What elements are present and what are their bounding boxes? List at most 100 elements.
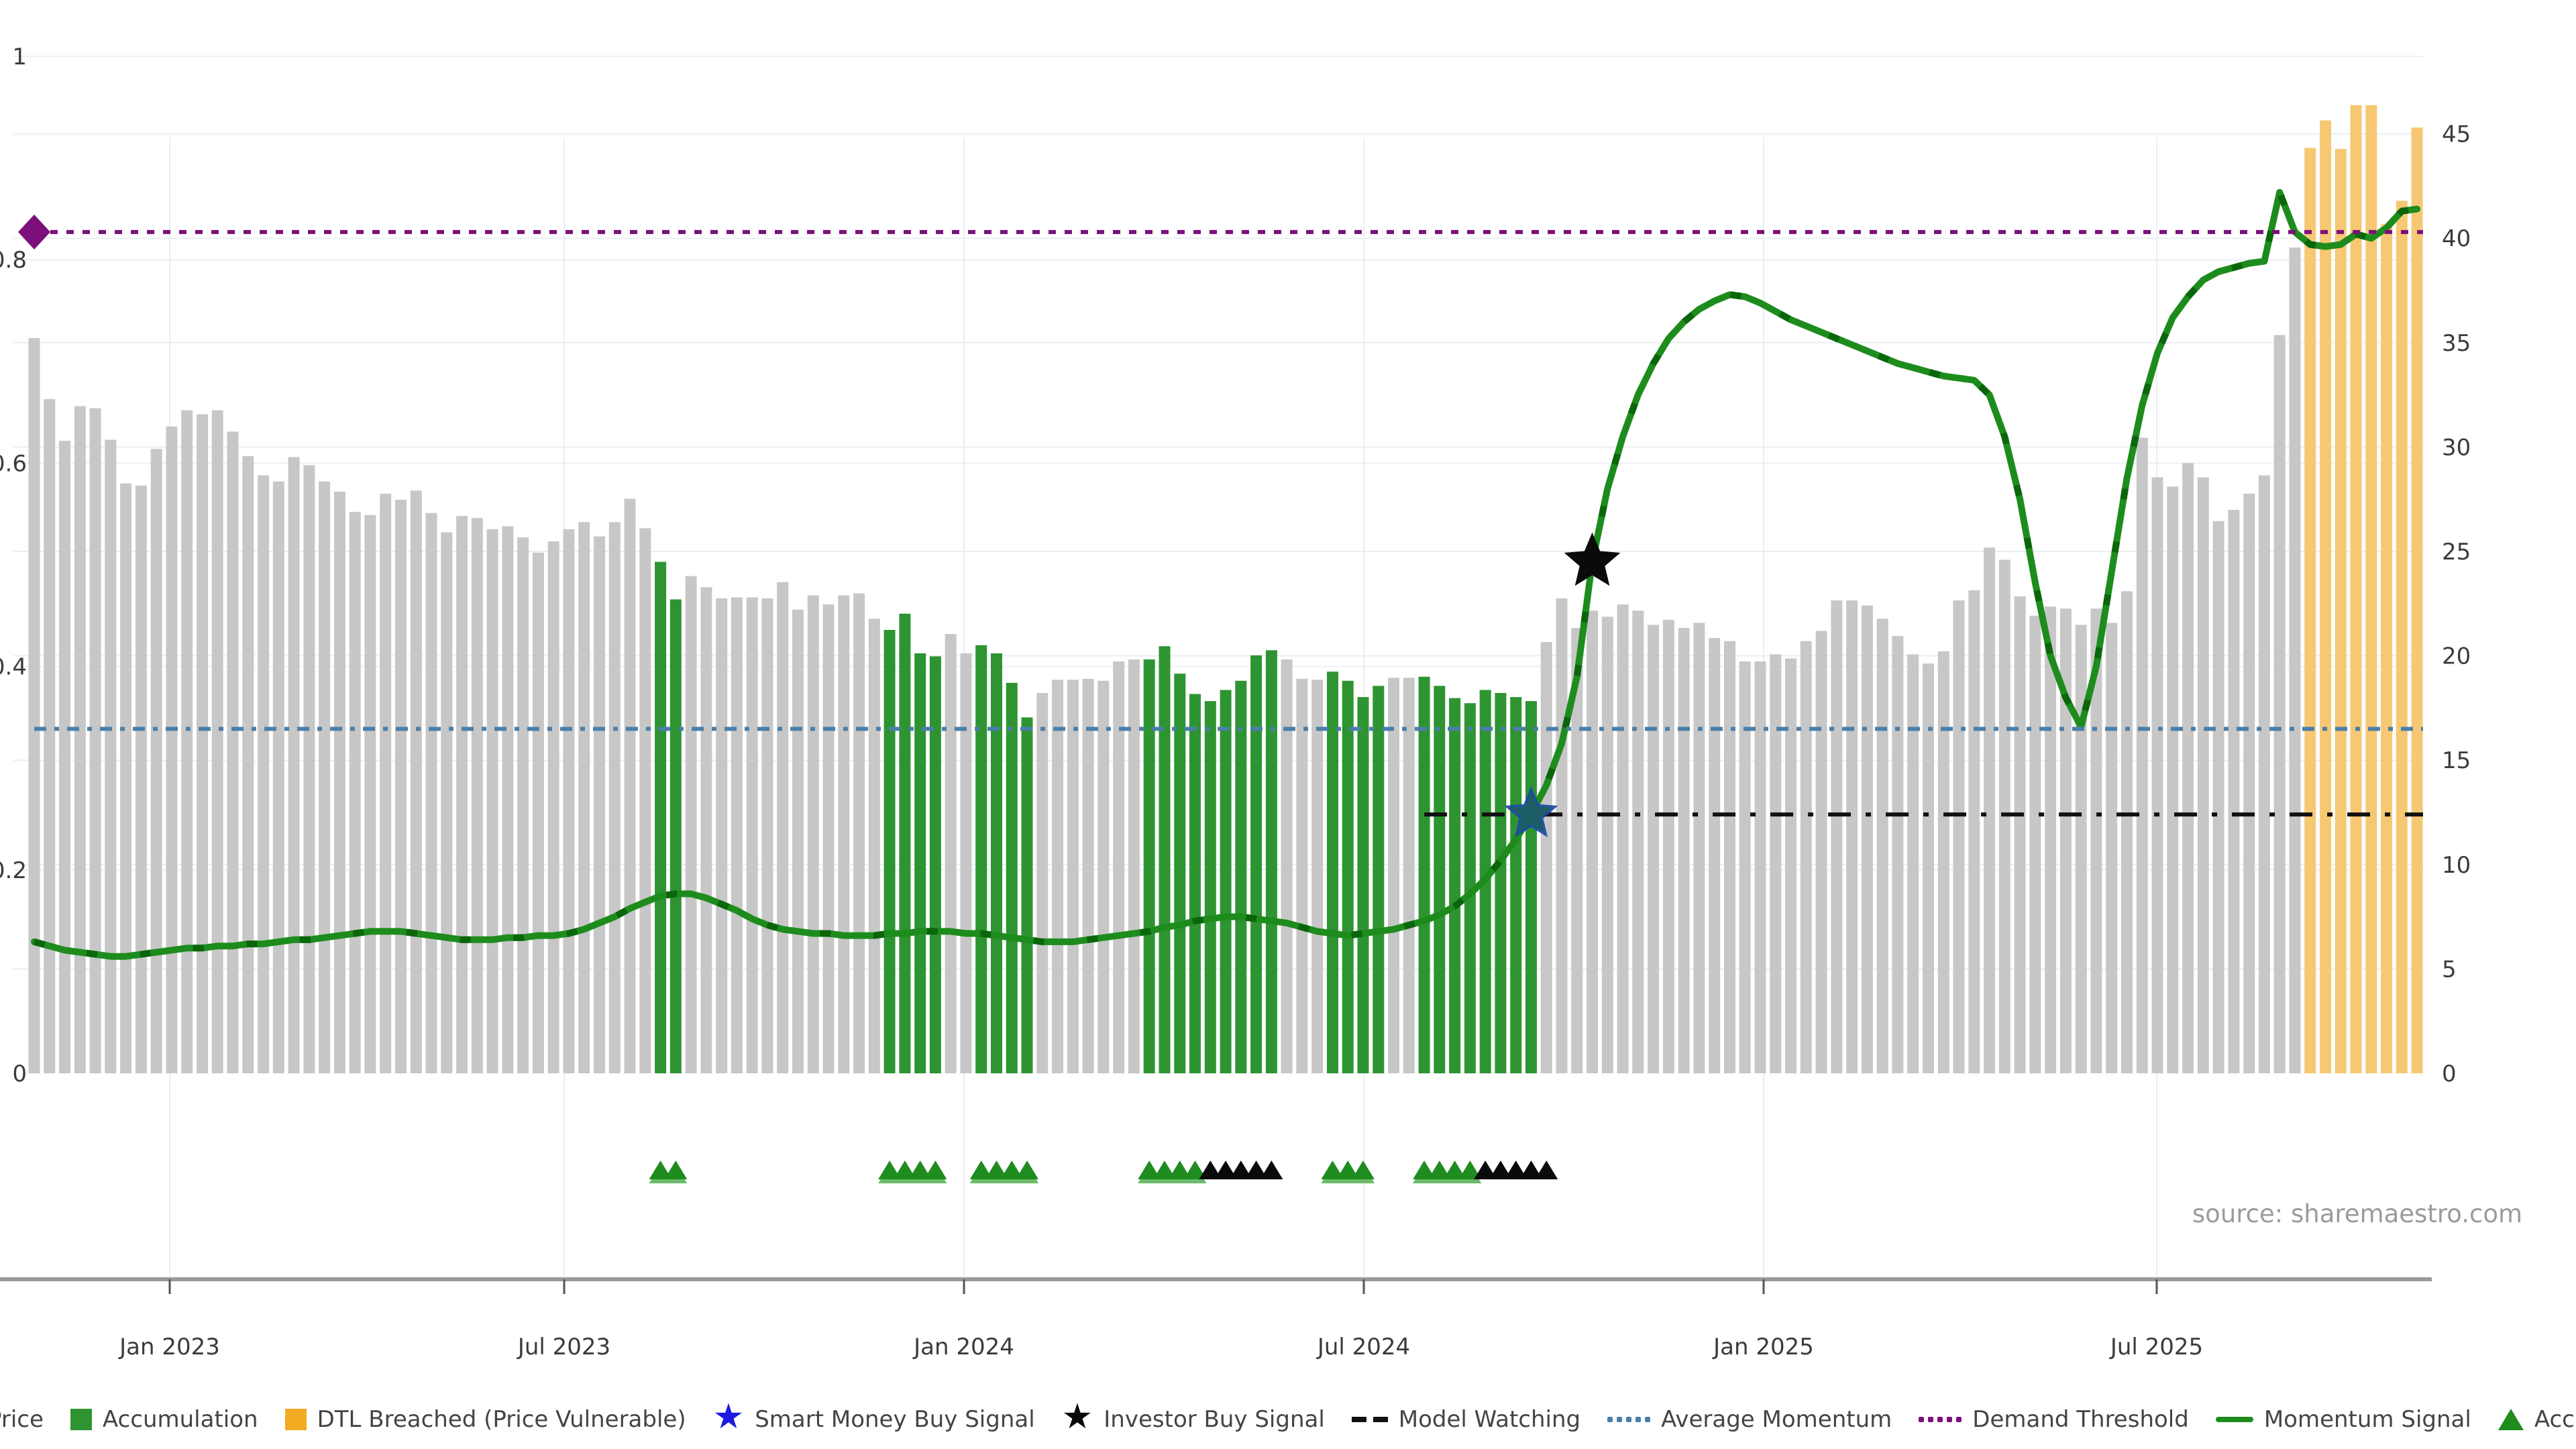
- close-price-bar[interactable]: [2167, 486, 2179, 1073]
- accumulation-bar[interactable]: [1235, 680, 1247, 1073]
- close-price-bar[interactable]: [1892, 636, 1904, 1073]
- close-price-bar[interactable]: [960, 653, 972, 1073]
- close-price-bar[interactable]: [608, 522, 621, 1073]
- accumulation-bar[interactable]: [1418, 676, 1430, 1073]
- close-price-bar[interactable]: [1067, 680, 1079, 1073]
- accumulation-bar[interactable]: [1464, 703, 1476, 1073]
- close-price-bar[interactable]: [2182, 463, 2194, 1073]
- close-price-bar[interactable]: [578, 522, 590, 1073]
- close-price-bar[interactable]: [2106, 623, 2118, 1073]
- close-price-bar[interactable]: [1876, 619, 1888, 1073]
- close-price-bar[interactable]: [1739, 661, 1751, 1073]
- close-price-bar[interactable]: [380, 493, 392, 1073]
- close-price-bar[interactable]: [624, 498, 636, 1074]
- close-price-bar[interactable]: [2059, 608, 2072, 1073]
- close-price-bar[interactable]: [364, 515, 376, 1073]
- close-price-bar[interactable]: [746, 597, 758, 1074]
- close-price-bar[interactable]: [945, 634, 957, 1073]
- accumulation-bar[interactable]: [1327, 672, 1338, 1073]
- close-price-bar[interactable]: [1984, 547, 1996, 1073]
- close-price-bar[interactable]: [166, 426, 178, 1073]
- close-price-bar[interactable]: [242, 455, 254, 1073]
- investor-buy-star[interactable]: [1564, 532, 1621, 586]
- dtl-breached-bar[interactable]: [2320, 120, 2331, 1074]
- dtl-breached-bar[interactable]: [2304, 148, 2316, 1073]
- close-price-bar[interactable]: [1403, 678, 1415, 1073]
- close-price-bar[interactable]: [2151, 477, 2163, 1073]
- close-price-bar[interactable]: [303, 465, 315, 1073]
- close-price-bar[interactable]: [838, 595, 850, 1074]
- dtl-breached-bar[interactable]: [2334, 149, 2347, 1073]
- close-price-bar[interactable]: [563, 529, 575, 1073]
- close-price-bar[interactable]: [1632, 610, 1644, 1073]
- legend-item-close-price[interactable]: Close Price: [0, 1406, 44, 1433]
- close-price-bar[interactable]: [1617, 604, 1629, 1073]
- close-price-bar[interactable]: [1998, 559, 2010, 1073]
- close-price-bar[interactable]: [2289, 248, 2301, 1073]
- close-price-bar[interactable]: [700, 587, 712, 1073]
- accumulation-bar[interactable]: [1143, 659, 1155, 1073]
- accumulation-bar[interactable]: [1373, 686, 1385, 1073]
- accumulation-bar[interactable]: [1525, 701, 1537, 1073]
- close-price-bar[interactable]: [1571, 628, 1583, 1073]
- close-price-bar[interactable]: [1800, 641, 1812, 1073]
- close-price-bar[interactable]: [1601, 616, 1613, 1073]
- close-price-bar[interactable]: [1036, 693, 1049, 1073]
- accumulation-bar[interactable]: [899, 613, 911, 1073]
- close-price-bar[interactable]: [517, 537, 529, 1073]
- accumulation-bar[interactable]: [1220, 690, 1232, 1074]
- accumulation-bar[interactable]: [1265, 650, 1277, 1073]
- close-price-bar[interactable]: [2197, 477, 2209, 1073]
- close-price-bar[interactable]: [471, 518, 483, 1073]
- close-price-bar[interactable]: [227, 431, 239, 1073]
- close-price-bar[interactable]: [1648, 625, 1660, 1073]
- close-price-bar[interactable]: [1281, 659, 1293, 1073]
- close-price-bar[interactable]: [1678, 628, 1690, 1073]
- close-price-bar[interactable]: [1831, 600, 1843, 1073]
- close-price-bar[interactable]: [1540, 642, 1552, 1073]
- close-price-bar[interactable]: [2029, 615, 2041, 1073]
- close-price-bar[interactable]: [2075, 625, 2087, 1073]
- legend-item-smart-money-buy-signal[interactable]: ★ Smart Money Buy Signal: [713, 1399, 1035, 1434]
- accumulation-bar[interactable]: [669, 599, 682, 1074]
- dtl-breached-bar[interactable]: [2365, 105, 2377, 1073]
- close-price-bar[interactable]: [1113, 661, 1125, 1073]
- close-price-bar[interactable]: [1953, 600, 1965, 1073]
- close-price-bar[interactable]: [1846, 600, 1858, 1073]
- close-price-bar[interactable]: [1968, 590, 1980, 1073]
- accumulation-bar[interactable]: [1495, 693, 1507, 1073]
- close-price-bar[interactable]: [547, 541, 559, 1073]
- close-price-bar[interactable]: [853, 593, 865, 1073]
- close-price-bar[interactable]: [2014, 596, 2026, 1073]
- close-price-bar[interactable]: [150, 449, 162, 1073]
- accumulation-bar[interactable]: [1204, 701, 1216, 1073]
- close-price-bar[interactable]: [532, 552, 544, 1073]
- close-price-bar[interactable]: [1907, 654, 1919, 1073]
- close-price-bar[interactable]: [1311, 680, 1324, 1073]
- close-price-bar[interactable]: [777, 582, 789, 1073]
- accumulation-bar[interactable]: [929, 656, 941, 1073]
- close-price-bar[interactable]: [135, 485, 147, 1073]
- close-price-bar[interactable]: [2243, 493, 2255, 1073]
- accumulation-bar[interactable]: [1159, 646, 1171, 1073]
- close-price-bar[interactable]: [1937, 651, 1949, 1073]
- legend-item-dtl-breached-price-vulnerable-[interactable]: DTL Breached (Price Vulnerable): [284, 1406, 686, 1433]
- close-price-bar[interactable]: [639, 528, 651, 1073]
- close-price-bar[interactable]: [333, 491, 345, 1073]
- close-price-bar[interactable]: [1815, 631, 1827, 1074]
- close-price-bar[interactable]: [1861, 605, 1873, 1073]
- dtl-breached-bar[interactable]: [2350, 105, 2362, 1073]
- close-price-bar[interactable]: [44, 398, 56, 1073]
- close-price-bar[interactable]: [822, 604, 835, 1073]
- close-price-bar[interactable]: [807, 595, 819, 1074]
- close-price-bar[interactable]: [319, 481, 331, 1073]
- dtl-breached-bar[interactable]: [2396, 201, 2408, 1073]
- close-price-bar[interactable]: [502, 526, 514, 1073]
- close-price-bar[interactable]: [1724, 641, 1735, 1073]
- close-price-bar[interactable]: [89, 408, 101, 1074]
- legend-item-demand-threshold[interactable]: Demand Threshold: [1919, 1406, 2189, 1433]
- close-price-bar[interactable]: [1097, 680, 1110, 1073]
- close-price-bar[interactable]: [716, 598, 728, 1073]
- close-price-bar[interactable]: [1923, 663, 1934, 1073]
- close-price-bar[interactable]: [1754, 661, 1766, 1073]
